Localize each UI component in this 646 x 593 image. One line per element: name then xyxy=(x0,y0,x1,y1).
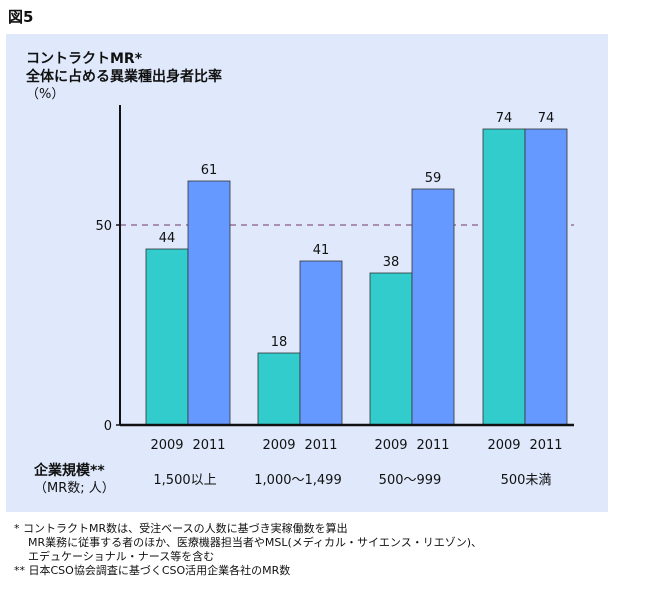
group-label-3: 500～999 xyxy=(378,473,442,488)
footnote-1: * コントラクトMR数は、受注ベースの人数に基づき実稼働数を算出 xyxy=(14,522,348,535)
bar-2009-3 xyxy=(369,272,413,426)
data-label-2009-1: 44 xyxy=(159,231,176,246)
x-tick-label-1-2: 2011 xyxy=(192,438,225,453)
x-axis-title: 企業規模** （MR数; 人） xyxy=(34,462,115,498)
x-tick-label-3-1: 2009 xyxy=(374,438,407,453)
x-tick-label-4-2: 2011 xyxy=(529,438,562,453)
y-unit-label: （%） xyxy=(26,87,65,102)
title-line-2: 全体に占める異業種出身者比率 xyxy=(26,69,222,85)
x-axis-sublabel: （MR数; 人） xyxy=(34,481,115,496)
bar-2009-4 xyxy=(482,128,526,426)
data-label-2009-4: 74 xyxy=(496,111,513,126)
data-label-2011-2: 41 xyxy=(313,243,330,258)
x-tick-label-3-2: 2011 xyxy=(416,438,449,453)
footnote-2: MR業務に従事する者のほか、医療機器担当者やMSL(メディカル・サイエンス・リエ… xyxy=(28,536,482,549)
y-tick-label-50: 50 xyxy=(95,219,112,234)
bar-2011-1 xyxy=(187,180,231,426)
footnote-4: ** 日本CSO協会調査に基づくCSO活用企業各社のMR数 xyxy=(14,564,291,577)
bar-2009-1 xyxy=(145,248,189,426)
group-label-2: 1,000～1,499 xyxy=(254,473,342,488)
title-line-1: コントラクトMR* xyxy=(26,51,143,67)
x-tick-label-2-2: 2011 xyxy=(304,438,337,453)
data-label-2009-2: 18 xyxy=(271,335,288,350)
y-tick-label-0: 0 xyxy=(104,419,112,434)
chart-title: コントラクトMR* 全体に占める異業種出身者比率 （%） xyxy=(26,50,222,104)
bar-2011-3 xyxy=(411,188,455,426)
x-tick-label-1-1: 2009 xyxy=(150,438,183,453)
x-tick-label-4-1: 2009 xyxy=(487,438,520,453)
bar-2011-2 xyxy=(299,260,343,426)
data-label-2011-4: 74 xyxy=(538,111,555,126)
x-tick-label-2-1: 2009 xyxy=(262,438,295,453)
data-label-2011-3: 59 xyxy=(425,171,442,186)
group-label-4: 500未満 xyxy=(500,473,552,488)
x-axis-label: 企業規模** xyxy=(34,463,105,479)
data-label-2011-1: 61 xyxy=(201,163,218,178)
footnote-3: エデュケーショナル・ナース等を含む xyxy=(28,550,215,563)
bar-2009-2 xyxy=(257,352,301,426)
bar-2011-4 xyxy=(524,128,568,426)
figure-label: 図5 xyxy=(8,8,34,26)
data-label-2009-3: 38 xyxy=(383,255,400,270)
footnotes: * コントラクトMR数は、受注ベースの人数に基づき実稼働数を算出 MR業務に従事… xyxy=(14,522,482,578)
group-label-1: 1,500以上 xyxy=(153,473,217,488)
